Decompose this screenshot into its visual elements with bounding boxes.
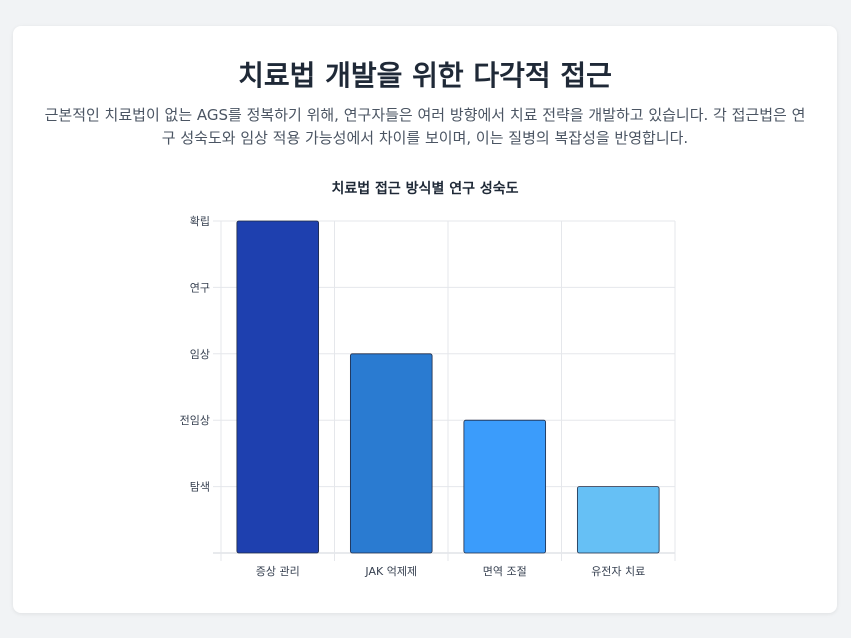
x-tick-label: 증상 관리 (256, 565, 300, 578)
bar[interactable] (236, 220, 320, 554)
chart-card: 치료법 개발을 위한 다각적 접근 근본적인 치료법이 없는 AGS를 정복하기… (13, 26, 837, 613)
page-description: 근본적인 치료법이 없는 AGS를 정복하기 위해, 연구자들은 여러 방향에서… (44, 106, 806, 147)
x-tick-label: 유전자 치료 (591, 565, 645, 578)
bar[interactable] (349, 353, 433, 554)
y-tick-label: 임상 (190, 348, 210, 361)
bar[interactable] (463, 419, 547, 554)
y-axis: 탐색 전임상 임상 연구 확립 (180, 215, 210, 494)
y-tick-label: 탐색 (190, 481, 210, 494)
x-tick-label: JAK 억제제 (364, 565, 417, 578)
page-title: 치료법 개발을 위한 다각적 접근 (238, 59, 612, 92)
x-tick-label: 면역 조절 (483, 565, 527, 578)
y-tick-label: 연구 (190, 281, 210, 294)
bar-layer (236, 220, 660, 554)
chart-title: 치료법 접근 방식별 연구 성숙도 (331, 181, 519, 197)
y-tick-label: 전임상 (180, 414, 210, 427)
bar-chart: 탐색 전임상 임상 연구 확립 증상 관리 JAK 억제제 면역 조절 유전자 치료 (180, 215, 676, 578)
bar[interactable] (576, 486, 660, 554)
y-tick-label: 확립 (190, 215, 210, 228)
x-axis: 증상 관리 JAK 억제제 면역 조절 유전자 치료 (256, 565, 646, 578)
